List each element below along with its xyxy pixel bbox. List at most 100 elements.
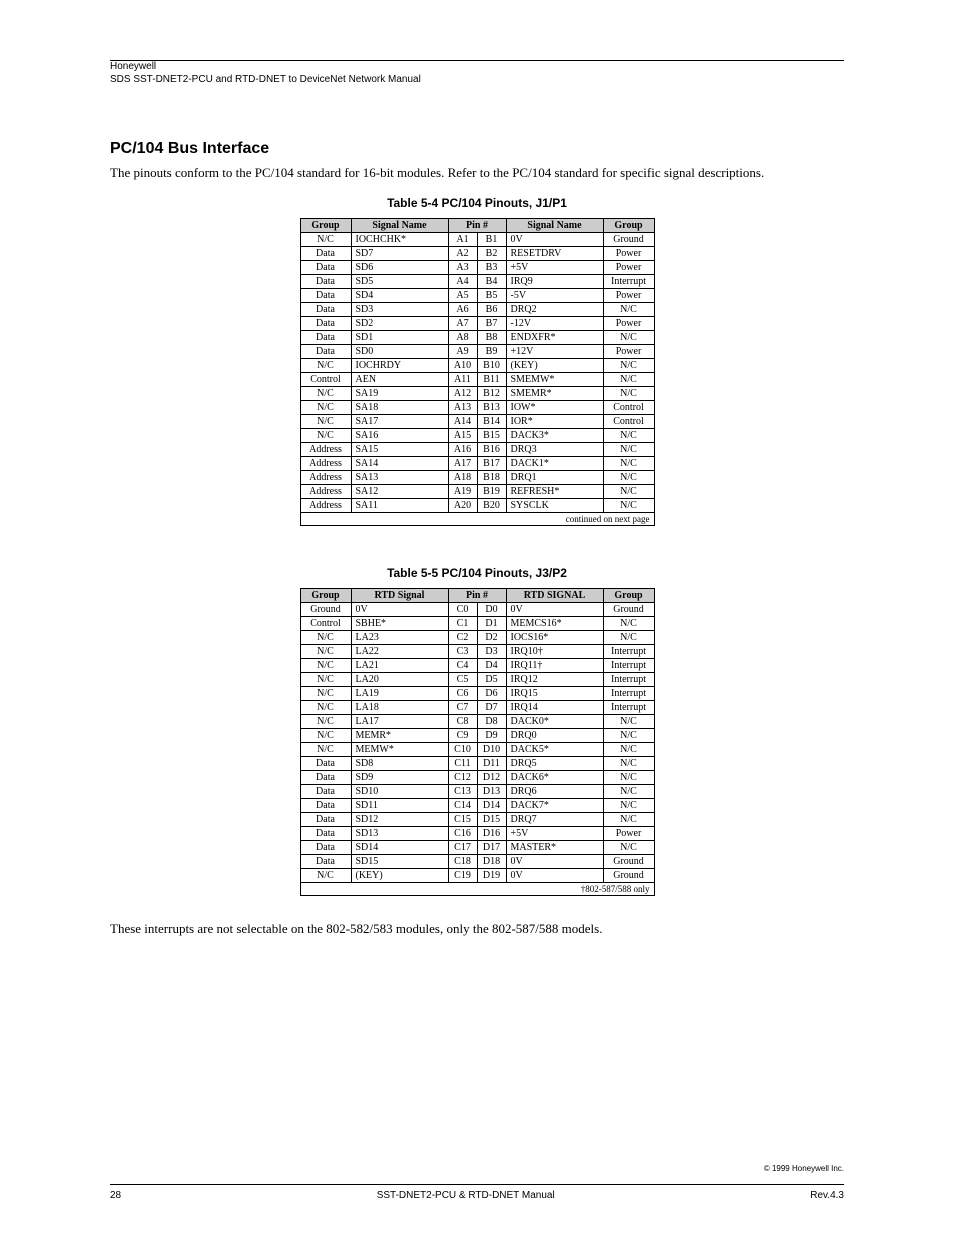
table1-header-signal-left: Signal Name — [351, 218, 448, 232]
table-cell: N/C — [603, 742, 654, 756]
table-continued-note: continued on next page — [300, 512, 654, 525]
table-cell: A13 — [448, 400, 477, 414]
table-row: N/CSA19A12B12SMEMR*N/C — [300, 386, 654, 400]
table-cell: 0V — [506, 232, 603, 246]
table-cell: D14 — [477, 798, 506, 812]
table-cell: D7 — [477, 700, 506, 714]
table-cell: SA18 — [351, 400, 448, 414]
table-row: DataSD0A9B9+12VPower — [300, 344, 654, 358]
table-cell: Data — [300, 770, 351, 784]
table-row: AddressSA11A20B20SYSCLKN/C — [300, 498, 654, 512]
table-cell: IOCHCHK* — [351, 232, 448, 246]
table-cell: C9 — [448, 728, 477, 742]
table-cell: Data — [300, 812, 351, 826]
table-cell: B2 — [477, 246, 506, 260]
table-cell: 0V — [506, 868, 603, 882]
table-cell: Data — [300, 798, 351, 812]
table-cell: B11 — [477, 372, 506, 386]
table-cell: LA23 — [351, 630, 448, 644]
table-cell: N/C — [603, 484, 654, 498]
table-cell: IRQ15 — [506, 686, 603, 700]
table-row: N/CSA16A15B15DACK3*N/C — [300, 428, 654, 442]
table-cell: IRQ10† — [506, 644, 603, 658]
table-cell: N/C — [603, 616, 654, 630]
table-row: DataSD8C11D11DRQ5N/C — [300, 756, 654, 770]
table-cell: C6 — [448, 686, 477, 700]
table2-body: Ground0VC0D00VGroundControlSBHE*C1D1MEMC… — [300, 602, 654, 895]
copyright: © 1999 Honeywell Inc. — [764, 1164, 844, 1173]
table-cell: A10 — [448, 358, 477, 372]
table-cell: N/C — [300, 400, 351, 414]
table-cell: REFRESH* — [506, 484, 603, 498]
table-cell: A5 — [448, 288, 477, 302]
table-cell: N/C — [603, 840, 654, 854]
table-cell: Data — [300, 840, 351, 854]
table-row: N/CLA18C7D7IRQ14Interrupt — [300, 700, 654, 714]
table-cell: B7 — [477, 316, 506, 330]
table-cell: N/C — [300, 728, 351, 742]
table-cell: Data — [300, 260, 351, 274]
table-row: N/CIOCHCHK*A1B10VGround — [300, 232, 654, 246]
table-cell: Data — [300, 784, 351, 798]
table-cell: N/C — [300, 386, 351, 400]
table-cell: N/C — [300, 630, 351, 644]
table-cell: DRQ7 — [506, 812, 603, 826]
table-cell: IRQ9 — [506, 274, 603, 288]
table-cell: SD15 — [351, 854, 448, 868]
table-cell: Power — [603, 246, 654, 260]
table2-header-signal-right: RTD SIGNAL — [506, 588, 603, 602]
table-row: N/CLA20C5D5IRQ12Interrupt — [300, 672, 654, 686]
table-row: N/CMEMW*C10D10DACK5*N/C — [300, 742, 654, 756]
table-cell: SYSCLK — [506, 498, 603, 512]
table-cell: IRQ12 — [506, 672, 603, 686]
table-cell: A20 — [448, 498, 477, 512]
table-cell: B3 — [477, 260, 506, 274]
table-cell: N/C — [603, 812, 654, 826]
table-cell: Power — [603, 288, 654, 302]
table-cell: Ground — [603, 602, 654, 616]
table2-caption: Table 5-5 PC/104 Pinouts, J3/P2 — [110, 566, 844, 580]
table-cell: B6 — [477, 302, 506, 316]
table-row: DataSD11C14D14DACK7*N/C — [300, 798, 654, 812]
table-cell: (KEY) — [506, 358, 603, 372]
table-cell: IOW* — [506, 400, 603, 414]
table-cell: DRQ5 — [506, 756, 603, 770]
table-cell: Ground — [603, 854, 654, 868]
table-cell: B13 — [477, 400, 506, 414]
table-cell: Ground — [300, 602, 351, 616]
footnote-paragraph: These interrupts are not selectable on t… — [110, 920, 844, 938]
table-cell: D9 — [477, 728, 506, 742]
table-cell: Address — [300, 442, 351, 456]
table-cell: C14 — [448, 798, 477, 812]
table-row: N/CLA22C3D3IRQ10†Interrupt — [300, 644, 654, 658]
table-cell: C0 — [448, 602, 477, 616]
table-cell: SD3 — [351, 302, 448, 316]
table-cell: C2 — [448, 630, 477, 644]
table-cell: B18 — [477, 470, 506, 484]
table1-caption: Table 5-4 PC/104 Pinouts, J1/P1 — [110, 196, 844, 210]
table-cell: D17 — [477, 840, 506, 854]
table-cell: Power — [603, 316, 654, 330]
table-cell: SA14 — [351, 456, 448, 470]
table-cell: D10 — [477, 742, 506, 756]
table-cell: SD6 — [351, 260, 448, 274]
table-cell: A3 — [448, 260, 477, 274]
pinout-table-1: Group Signal Name Pin # Signal Name Grou… — [300, 218, 655, 526]
table-cell: B8 — [477, 330, 506, 344]
table-cell: C4 — [448, 658, 477, 672]
table-cell: Control — [603, 414, 654, 428]
table2-header-group-right: Group — [603, 588, 654, 602]
table-cell: N/C — [300, 742, 351, 756]
table-row: DataSD2A7B7-12VPower — [300, 316, 654, 330]
table-cell: SD8 — [351, 756, 448, 770]
table-cell: Data — [300, 246, 351, 260]
table-cell: Interrupt — [603, 658, 654, 672]
table-cell: C18 — [448, 854, 477, 868]
table-cell: MEMCS16* — [506, 616, 603, 630]
header-title: Honeywell — [110, 61, 844, 72]
table-cell: N/C — [300, 358, 351, 372]
table-cell: A17 — [448, 456, 477, 470]
table-cell: D1 — [477, 616, 506, 630]
table-cell: D4 — [477, 658, 506, 672]
table-cell: +12V — [506, 344, 603, 358]
